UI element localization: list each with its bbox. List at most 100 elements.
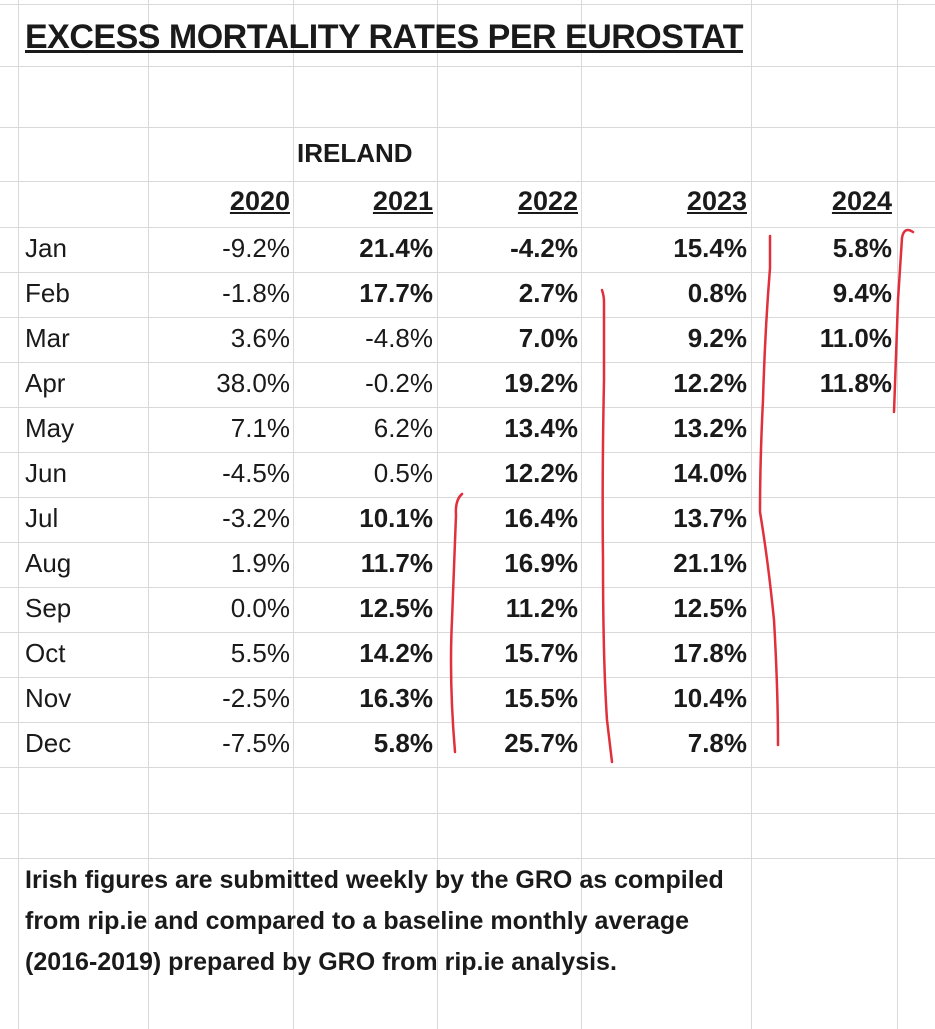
year-header: 2020: [229, 186, 290, 216]
rate-cell: 9.2%: [687, 323, 747, 353]
rate-cell: -0.2%: [365, 368, 433, 398]
rate-cell: 16.3%: [359, 683, 433, 713]
month-label: Oct: [25, 638, 66, 668]
gridline-horizontal: [0, 858, 935, 859]
gridline-horizontal: [0, 227, 935, 228]
rate-cell: -2.5%: [222, 683, 290, 713]
rate-cell: 10.1%: [359, 503, 433, 533]
year-header: 2023: [686, 186, 747, 216]
rate-cell: 9.4%: [832, 278, 892, 308]
rate-cell: -4.2%: [510, 233, 578, 263]
rate-cell: -1.8%: [222, 278, 290, 308]
rate-cell: -9.2%: [222, 233, 290, 263]
gridline-horizontal: [0, 632, 935, 633]
rate-cell: 5.5%: [230, 638, 290, 668]
rate-cell: 11.0%: [819, 323, 892, 353]
month-label: Feb: [25, 278, 70, 308]
rate-cell: -4.8%: [365, 323, 433, 353]
rate-cell: 38.0%: [216, 368, 290, 398]
rate-cell: 7.8%: [687, 728, 747, 758]
country-label: IRELAND: [297, 138, 413, 168]
rate-cell: 11.2%: [505, 593, 578, 623]
rate-cell: -7.5%: [222, 728, 290, 758]
rate-cell: 14.2%: [359, 638, 433, 668]
gridline-horizontal: [0, 362, 935, 363]
sheet-title: EXCESS MORTALITY RATES PER EUROSTAT: [25, 18, 743, 56]
month-label: Jul: [25, 503, 59, 533]
gridline-horizontal: [0, 497, 935, 498]
rate-cell: 0.5%: [373, 458, 433, 488]
rate-cell: 13.7%: [673, 503, 747, 533]
rate-cell: 0.0%: [230, 593, 290, 623]
rate-cell: -3.2%: [222, 503, 290, 533]
rate-cell: 21.1%: [673, 548, 747, 578]
rate-cell: 16.4%: [504, 503, 578, 533]
rate-cell: 25.7%: [504, 728, 578, 758]
rate-cell: 12.5%: [359, 593, 433, 623]
month-label: Mar: [25, 323, 70, 353]
month-label: Aug: [25, 548, 72, 578]
month-label: Nov: [25, 683, 72, 713]
rate-cell: -4.5%: [222, 458, 290, 488]
gridline-vertical: [751, 0, 752, 1029]
gridline-vertical: [293, 0, 294, 1029]
gridline-horizontal: [0, 4, 935, 5]
rate-cell: 11.7%: [360, 548, 433, 578]
rate-cell: 0.8%: [687, 278, 747, 308]
rate-cell: 12.5%: [673, 593, 747, 623]
gridline-horizontal: [0, 127, 935, 128]
gridline-vertical: [897, 0, 898, 1029]
gridline-horizontal: [0, 587, 935, 588]
gridline-horizontal: [0, 722, 935, 723]
rate-cell: 21.4%: [359, 233, 433, 263]
gridline-horizontal: [0, 542, 935, 543]
rate-cell: 14.0%: [673, 458, 747, 488]
month-label: Jun: [25, 458, 67, 488]
rate-cell: 13.2%: [673, 413, 747, 443]
footnote-line: from rip.ie and compared to a baseline m…: [25, 907, 690, 935]
month-label: Dec: [25, 728, 72, 758]
gridline-horizontal: [0, 677, 935, 678]
month-label: Sep: [25, 593, 72, 623]
gridline-horizontal: [0, 66, 935, 67]
gridline-horizontal: [0, 767, 935, 768]
year-header: 2021: [372, 186, 433, 216]
rate-cell: 7.0%: [518, 323, 578, 353]
rate-cell: 10.4%: [673, 683, 747, 713]
year-header: 2022: [517, 186, 578, 216]
gridline-horizontal: [0, 317, 935, 318]
rate-cell: 1.9%: [230, 548, 290, 578]
gridline-vertical: [148, 0, 149, 1029]
gridline-vertical: [437, 0, 438, 1029]
month-label: Apr: [25, 368, 66, 398]
footnote-line: Irish figures are submitted weekly by th…: [25, 866, 724, 894]
rate-cell: 2.7%: [518, 278, 578, 308]
rate-cell: 15.5%: [504, 683, 578, 713]
gridline-horizontal: [0, 407, 935, 408]
gridline-horizontal: [0, 452, 935, 453]
gridline-vertical: [18, 0, 19, 1029]
footnote: Irish figures are submitted weekly by th…: [25, 860, 925, 983]
rate-cell: 7.1%: [230, 413, 290, 443]
rate-cell: 17.8%: [673, 638, 747, 668]
rate-cell: 13.4%: [504, 413, 578, 443]
month-label: Jan: [25, 233, 67, 263]
rate-cell: 5.8%: [373, 728, 433, 758]
rate-cell: 6.2%: [373, 413, 433, 443]
year-header: 2024: [831, 186, 892, 216]
rate-cell: 15.4%: [673, 233, 747, 263]
rate-cell: 12.2%: [504, 458, 578, 488]
footnote-line: (2016-2019) prepared by GRO from rip.ie …: [25, 948, 617, 976]
rate-cell: 3.6%: [230, 323, 290, 353]
gridline-horizontal: [0, 813, 935, 814]
rate-cell: 11.8%: [819, 368, 892, 398]
rate-cell: 19.2%: [504, 368, 578, 398]
month-label: May: [25, 413, 75, 443]
gridline-vertical: [581, 0, 582, 1029]
rate-cell: 16.9%: [504, 548, 578, 578]
gridline-horizontal: [0, 181, 935, 182]
rate-cell: 15.7%: [504, 638, 578, 668]
rate-cell: 12.2%: [673, 368, 747, 398]
rate-cell: 17.7%: [359, 278, 433, 308]
